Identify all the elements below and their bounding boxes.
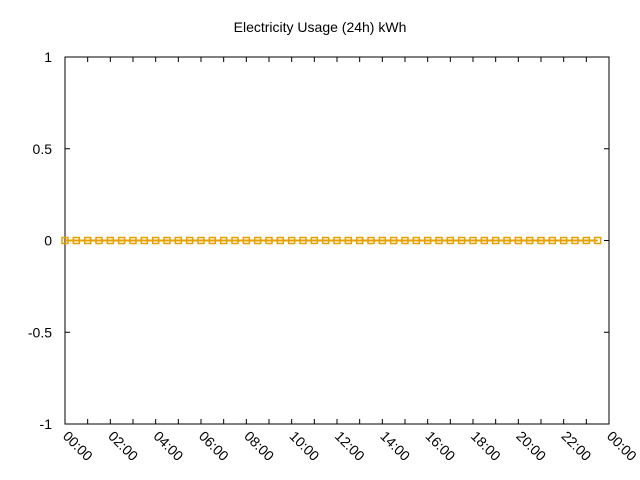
- data-point-marker: [321, 236, 330, 245]
- data-point-marker: [310, 236, 319, 245]
- data-point-marker: [582, 236, 591, 245]
- data-point-marker: [129, 236, 137, 245]
- data-point-marker: [61, 236, 69, 245]
- x-tick-label: 18:00: [468, 428, 504, 464]
- x-tick-label: 14:00: [377, 428, 413, 464]
- y-tick-label: -0.5: [28, 324, 52, 340]
- data-point-marker: [344, 236, 353, 245]
- data-point-marker: [140, 236, 149, 245]
- data-point-marker: [457, 236, 466, 245]
- data-point-marker: [174, 236, 183, 245]
- data-point-marker: [208, 236, 217, 245]
- chart-title: Electricity Usage (24h) kWh: [233, 19, 407, 35]
- data-point-marker: [469, 236, 477, 245]
- data-point-marker: [355, 236, 364, 245]
- x-tick-label: 08:00: [241, 428, 277, 464]
- data-point-marker: [333, 236, 341, 245]
- data-point-marker: [389, 236, 398, 245]
- data-point-marker: [117, 236, 126, 245]
- data-point-marker: [401, 236, 409, 245]
- y-tick-label: 0.5: [33, 141, 53, 157]
- data-point-marker: [491, 236, 500, 245]
- data-point-marker: [514, 236, 523, 245]
- x-tick-label: 10:00: [287, 428, 323, 464]
- x-tick-label: 00:00: [604, 428, 640, 464]
- data-point-marker: [537, 236, 545, 245]
- x-tick-label: 06:00: [196, 428, 232, 464]
- data-point-marker: [299, 236, 307, 245]
- y-tick-label: 1: [44, 49, 52, 65]
- data-point-marker: [83, 236, 92, 245]
- x-tick-label: 20:00: [513, 428, 549, 464]
- y-tick-label: 0: [44, 233, 52, 249]
- data-point-marker: [423, 236, 432, 245]
- data-point-marker: [106, 236, 115, 245]
- x-tick-label: 12:00: [332, 428, 368, 464]
- data-point-marker: [253, 236, 262, 245]
- data-point-marker: [231, 236, 239, 245]
- x-tick-label: 02:00: [105, 428, 141, 464]
- data-point-marker: [287, 236, 296, 245]
- data-point-marker: [72, 236, 81, 245]
- data-point-marker: [219, 236, 228, 245]
- x-tick-label: 04:00: [151, 428, 187, 464]
- data-point-marker: [593, 236, 602, 245]
- data-point-marker: [446, 236, 455, 245]
- data-point-marker: [276, 236, 285, 245]
- data-point-marker: [480, 236, 489, 245]
- x-tick-label: 00:00: [60, 428, 96, 464]
- y-tick-label: -1: [40, 416, 53, 432]
- data-point-marker: [242, 236, 251, 245]
- data-point-marker: [548, 236, 557, 245]
- x-tick-label: 16:00: [423, 428, 459, 464]
- data-point-marker: [559, 236, 568, 245]
- data-point-marker: [525, 236, 534, 245]
- data-point-marker: [163, 236, 171, 245]
- data-point-marker: [378, 236, 387, 245]
- data-point-marker: [151, 236, 160, 245]
- data-point-marker: [185, 236, 194, 245]
- data-point-marker: [503, 236, 511, 245]
- x-tick-label: 22:00: [559, 428, 595, 464]
- data-point-marker: [571, 236, 579, 245]
- data-point-marker: [412, 236, 421, 245]
- data-point-marker: [197, 236, 205, 245]
- data-point-marker: [367, 236, 375, 245]
- data-point-marker: [265, 236, 273, 245]
- data-point-marker: [435, 236, 443, 245]
- data-point-marker: [95, 236, 103, 245]
